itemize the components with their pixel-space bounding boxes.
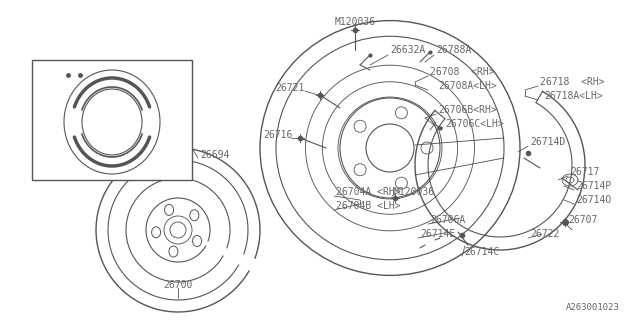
Text: 26694: 26694 — [200, 150, 229, 160]
Text: 26714O: 26714O — [576, 195, 611, 205]
Text: 26714C: 26714C — [464, 247, 499, 257]
Text: 26706B<RH>: 26706B<RH> — [438, 105, 497, 115]
Text: 26707: 26707 — [568, 215, 597, 225]
Text: A263001023: A263001023 — [566, 303, 620, 312]
Text: 26704A <RH>: 26704A <RH> — [336, 187, 401, 197]
Text: 26706C<LH>: 26706C<LH> — [445, 119, 504, 129]
Text: 26714D: 26714D — [530, 137, 565, 147]
Text: 26714P: 26714P — [576, 181, 611, 191]
Text: 26718  <RH>: 26718 <RH> — [540, 77, 605, 87]
Text: 26717: 26717 — [570, 167, 600, 177]
Bar — [32, 60, 192, 180]
Text: 26700: 26700 — [163, 280, 193, 290]
Text: 26788A: 26788A — [436, 45, 471, 55]
Text: M120036: M120036 — [335, 17, 376, 27]
Text: 26708  <RH>: 26708 <RH> — [430, 67, 495, 77]
Text: 26714E: 26714E — [420, 229, 455, 239]
Text: 26632A: 26632A — [390, 45, 425, 55]
Text: 26718A<LH>: 26718A<LH> — [544, 91, 603, 101]
Text: 26706A: 26706A — [430, 215, 465, 225]
Text: 26716: 26716 — [264, 130, 293, 140]
Text: 26722: 26722 — [530, 229, 559, 239]
Text: 26704B <LH>: 26704B <LH> — [336, 201, 401, 211]
Text: 26708A<LH>: 26708A<LH> — [438, 81, 497, 91]
Text: M120036: M120036 — [394, 187, 435, 197]
Text: 26721: 26721 — [276, 83, 305, 93]
